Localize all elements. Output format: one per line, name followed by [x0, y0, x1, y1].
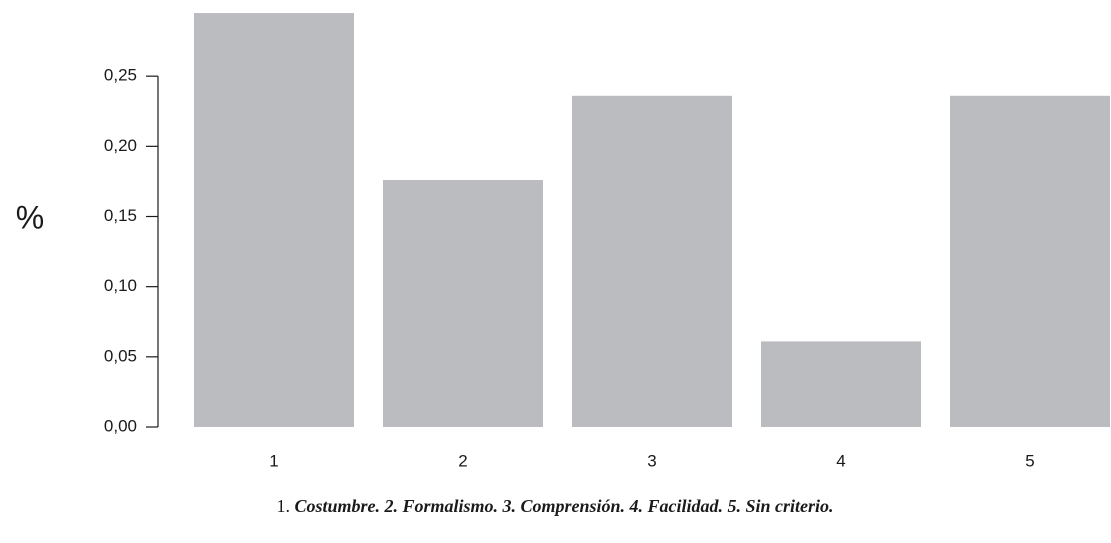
- y-tick-label: 0,25: [104, 66, 137, 85]
- bar: [950, 95, 1110, 428]
- x-tick-label: 2: [458, 451, 467, 470]
- x-tick-label: 3: [647, 451, 656, 470]
- x-tick-label: 1: [269, 451, 278, 470]
- caption-text: Costumbre. 2. Formalismo. 3. Comprensión…: [294, 496, 833, 516]
- caption-lead: 1.: [276, 496, 290, 516]
- bar: [194, 13, 354, 428]
- y-tick-label: 0,15: [104, 206, 137, 225]
- y-tick-label: 0,05: [104, 346, 137, 365]
- y-tick-label: 0,00: [104, 416, 137, 435]
- y-tick-label: 0,10: [104, 276, 137, 295]
- bar: [572, 95, 732, 428]
- x-tick-label: 5: [1025, 451, 1034, 470]
- y-axis-label: %: [16, 199, 44, 235]
- x-tick-label: 4: [836, 451, 845, 470]
- y-tick-label: 0,20: [104, 136, 137, 155]
- bar: [383, 180, 543, 427]
- bar: [761, 341, 921, 427]
- caption: 1. Costumbre. 2. Formalismo. 3. Comprens…: [276, 496, 833, 516]
